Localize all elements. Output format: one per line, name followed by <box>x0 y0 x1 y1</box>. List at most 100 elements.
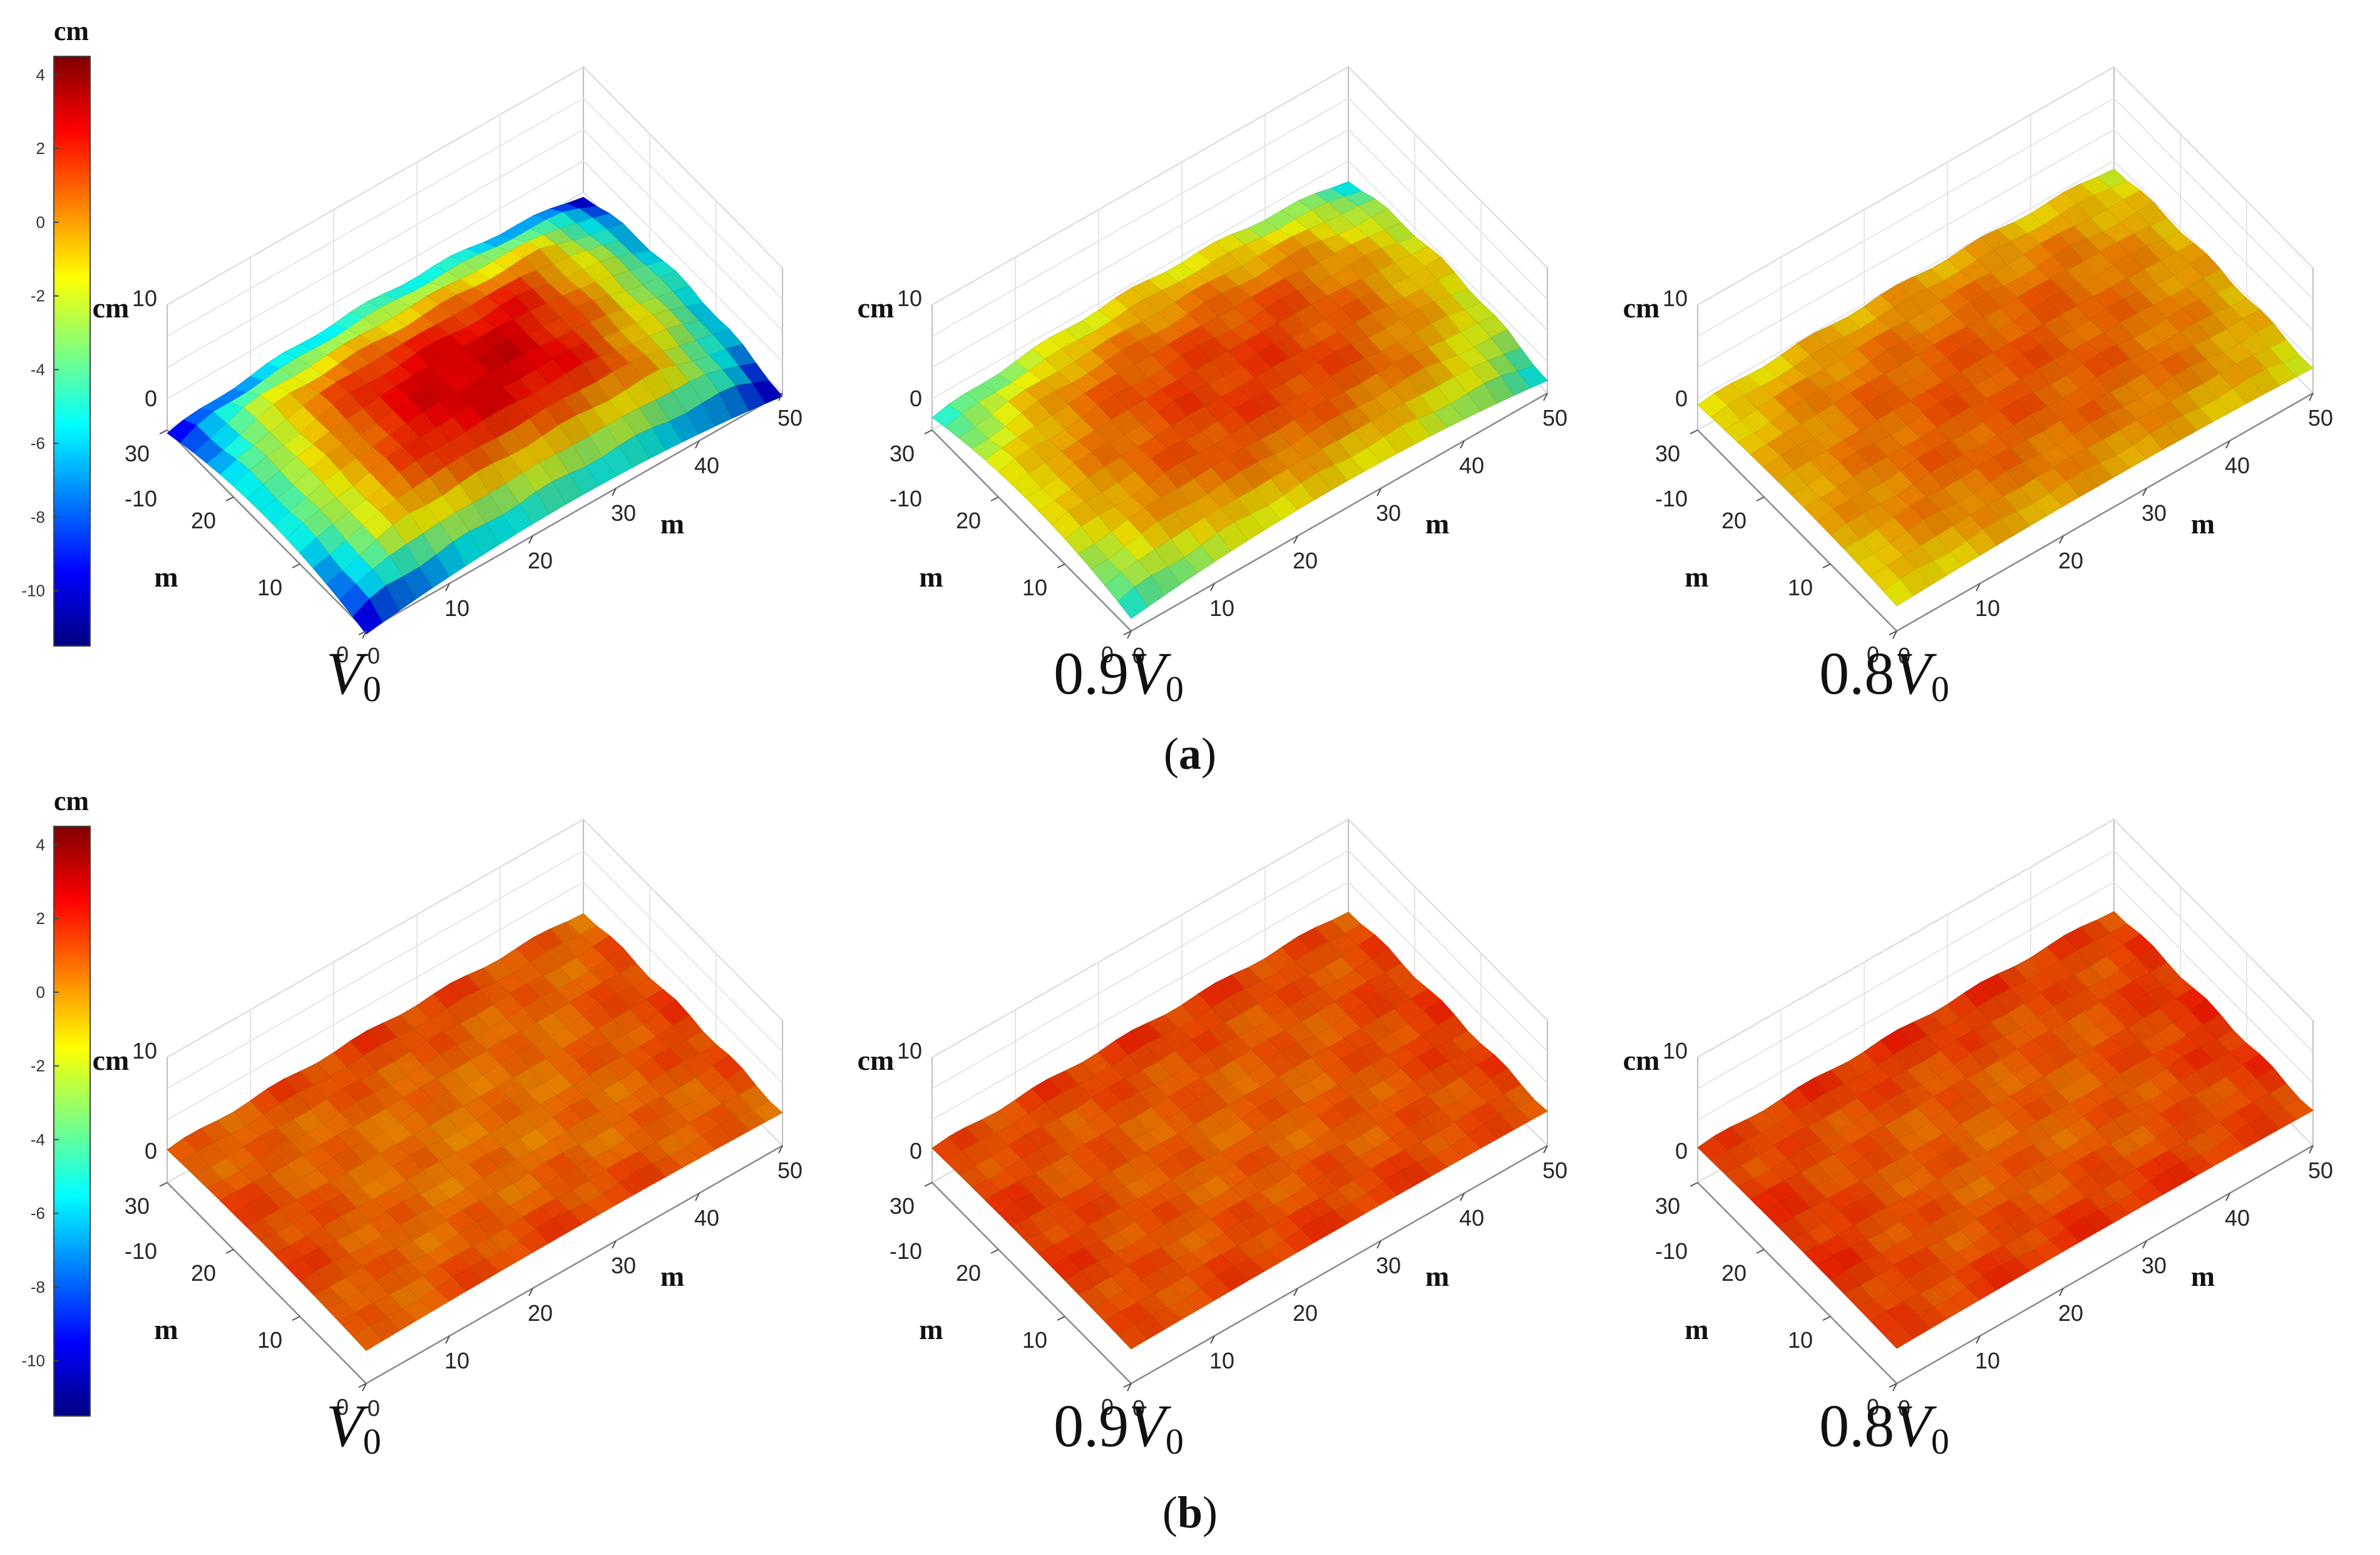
x-tick-mark <box>1976 583 1981 592</box>
x-tick-label: 10 <box>1975 595 2000 621</box>
x-axis-line <box>1896 1144 2314 1385</box>
y-tick-label: 20 <box>956 508 981 533</box>
surface-mesh <box>931 181 1548 619</box>
grid-line <box>1697 160 2314 399</box>
subplot-title-subscript: 0 <box>1166 1421 1184 1462</box>
subplot-title-var: V <box>1894 1392 1937 1459</box>
y-tick-mark <box>1690 1182 1698 1187</box>
y-tick-label: 20 <box>1721 1260 1747 1286</box>
x-tick-mark <box>612 1240 617 1249</box>
subplot-title-subscript: 0 <box>1166 669 1184 709</box>
colorbar-tick-label: -10 <box>21 582 45 600</box>
z-axis-label: cm <box>1623 292 1660 324</box>
z-tick-label: 10 <box>897 285 922 311</box>
grid-line <box>1697 66 2314 305</box>
grid-line <box>1697 881 2314 1121</box>
subplot-title-var: V <box>1129 1392 1171 1459</box>
z-tick-label: -10 <box>890 486 922 511</box>
x-tick-label: 30 <box>2141 1253 2167 1278</box>
colorbar-tick-label: -6 <box>31 1204 45 1223</box>
x-tick-mark <box>778 393 783 401</box>
x-tick-label: 30 <box>611 1253 636 1278</box>
subplot-title: V0 <box>326 1392 381 1462</box>
x-axis-label: m <box>1425 508 1449 540</box>
y-tick-mark <box>159 1182 168 1187</box>
y-tick-label: 0 <box>336 1394 349 1420</box>
x-tick-label: 50 <box>777 405 803 431</box>
grid-line <box>931 819 1548 1058</box>
x-tick-mark <box>1377 488 1382 496</box>
x-tick-label: 40 <box>1459 453 1484 478</box>
x-axis-label: m <box>2191 1260 2215 1292</box>
y-tick-label: 0 <box>1101 642 1114 667</box>
surface-mesh <box>167 913 783 1352</box>
surface-cell <box>1517 365 1548 389</box>
grid-line <box>167 98 783 337</box>
surface-cell <box>1517 1099 1548 1121</box>
x-tick-label: 30 <box>1376 500 1401 526</box>
x-tick-mark <box>1892 630 1897 639</box>
z-tick-label: 0 <box>910 386 922 411</box>
x-tick-mark <box>2142 488 2147 496</box>
x-tick-label: 10 <box>444 595 469 621</box>
x-tick-mark <box>1293 535 1298 544</box>
colorbar-tick-label: 0 <box>36 213 45 232</box>
colorbar-tick-label: -6 <box>31 434 45 453</box>
subplot-title: 0.9V0 <box>1054 640 1184 709</box>
x-tick-mark <box>1377 1240 1382 1249</box>
y-tick-label: 30 <box>125 441 150 466</box>
x-axis-label: m <box>2191 508 2215 540</box>
subplot-title-prefix: 0.8 <box>1819 640 1894 707</box>
x-tick-label: 0 <box>1132 643 1145 669</box>
x-tick-mark <box>2309 1145 2314 1154</box>
x-axis-label: m <box>1425 1260 1449 1292</box>
grid-line <box>931 98 1548 337</box>
x-axis-line <box>1896 392 2314 632</box>
x-tick-label: 50 <box>1542 1157 1567 1183</box>
x-tick-mark <box>528 1288 533 1296</box>
y-axis-label: m <box>919 561 943 593</box>
x-tick-label: 10 <box>1209 1348 1234 1373</box>
y-tick-mark <box>225 1249 234 1254</box>
subplot-title-var: V <box>1129 640 1171 707</box>
x-tick-mark <box>2059 1288 2064 1296</box>
x-tick-mark <box>2225 1193 2230 1201</box>
y-tick-mark <box>1690 429 1698 434</box>
subplot-title: 0.9V0 <box>1054 1392 1184 1462</box>
y-tick-label: 10 <box>1788 1327 1813 1353</box>
x-tick-mark <box>2225 440 2230 449</box>
x-tick-label: 40 <box>2225 1205 2250 1231</box>
x-tick-mark <box>778 1145 783 1154</box>
z-tick-label: 0 <box>145 386 157 411</box>
y-tick-label: 30 <box>125 1193 150 1219</box>
x-tick-mark <box>362 1383 367 1392</box>
y-axis-label: m <box>1685 561 1708 593</box>
y-axis-label: m <box>919 1313 943 1345</box>
panel-label-a: (a) <box>1164 729 1216 779</box>
surface-cell <box>2282 355 2314 377</box>
z-tick-label: -10 <box>125 1238 157 1264</box>
z-tick-label: 0 <box>1675 1138 1688 1164</box>
x-tick-mark <box>1210 1335 1215 1344</box>
x-tick-label: 0 <box>367 1395 380 1421</box>
grid-line <box>931 160 1548 399</box>
x-tick-label: 30 <box>2141 500 2167 526</box>
x-tick-label: 10 <box>444 1348 469 1373</box>
y-tick-label: 30 <box>890 1193 915 1219</box>
subplot-title-subscript: 0 <box>363 1421 381 1462</box>
subplot-title-prefix: 0.8 <box>1819 1392 1894 1459</box>
subplot-title-prefix: 0.9 <box>1054 1392 1129 1459</box>
z-tick-label: 0 <box>910 1138 922 1164</box>
y-tick-mark <box>358 1383 367 1388</box>
y-axis-line <box>1697 1182 1897 1384</box>
y-tick-label: 10 <box>1022 575 1047 600</box>
y-tick-mark <box>1123 1383 1132 1388</box>
x-tick-mark <box>2309 393 2314 401</box>
y-tick-mark <box>1822 563 1831 568</box>
y-tick-mark <box>1889 1383 1897 1388</box>
x-tick-label: 0 <box>367 643 380 669</box>
